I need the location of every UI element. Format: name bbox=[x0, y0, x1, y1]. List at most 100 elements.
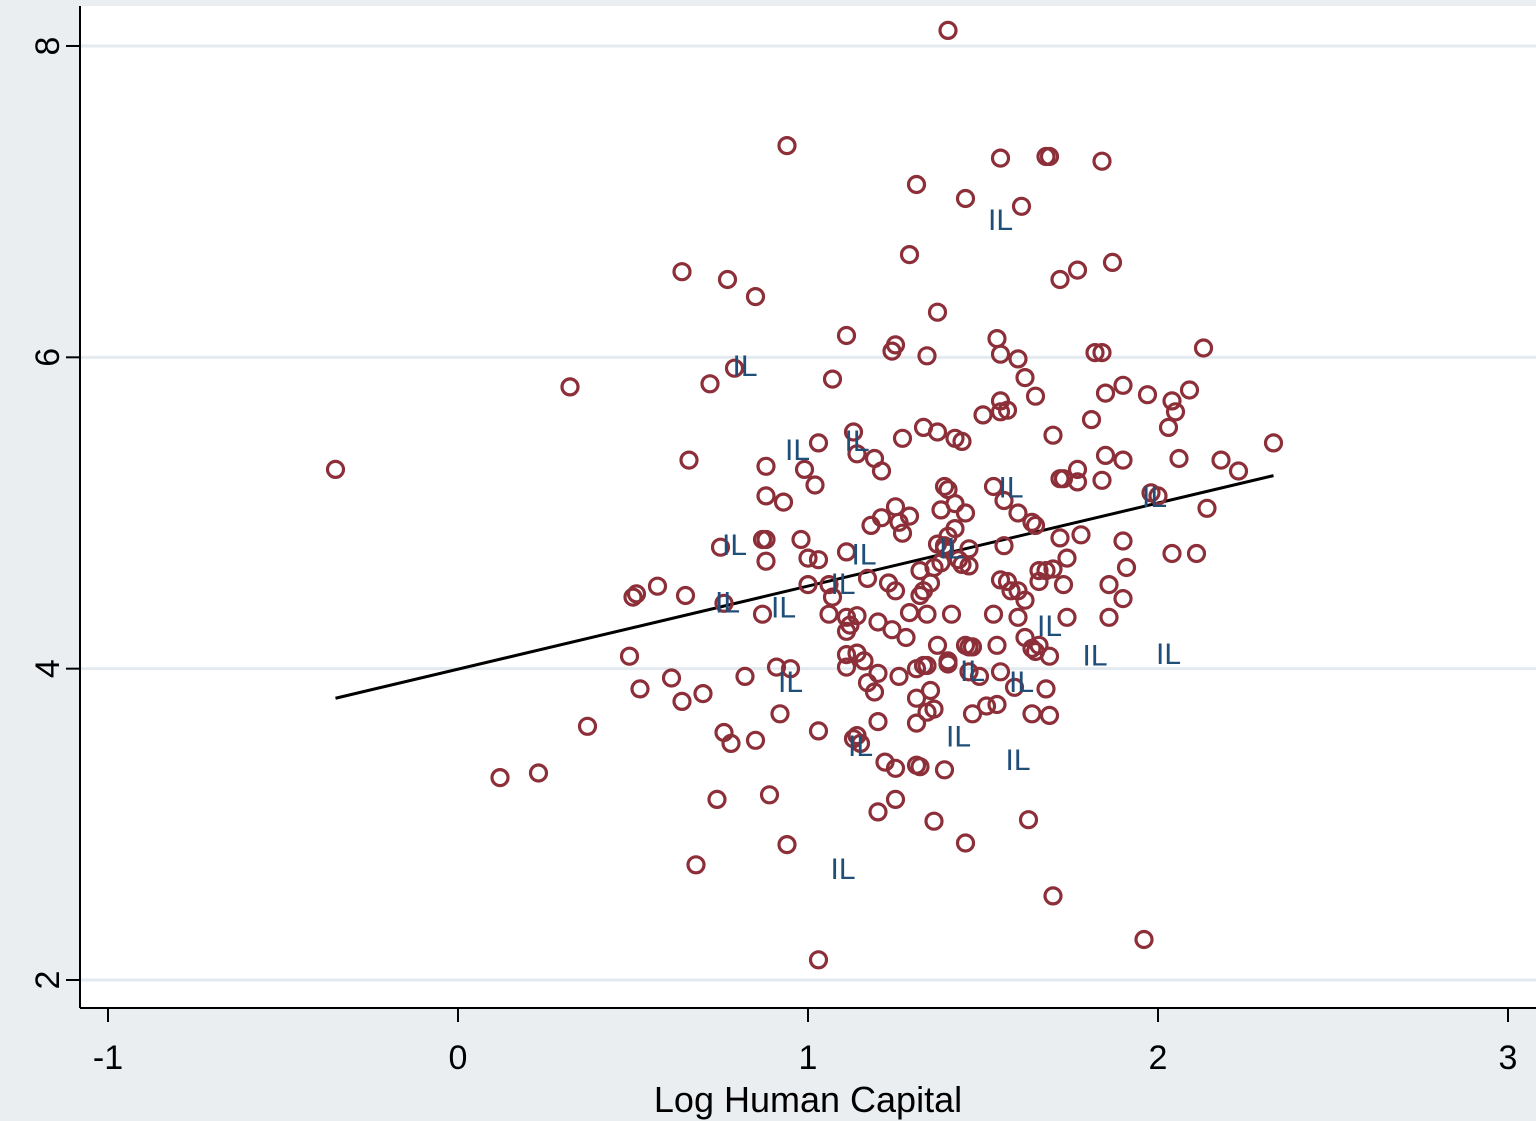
data-points bbox=[325, 20, 1284, 970]
data-point bbox=[924, 699, 944, 719]
data-point bbox=[1043, 559, 1063, 579]
data-point bbox=[707, 789, 727, 810]
point-label: IL bbox=[778, 666, 803, 699]
data-point bbox=[1095, 445, 1116, 465]
data-point bbox=[1001, 581, 1021, 601]
data-point bbox=[1263, 433, 1284, 453]
data-point bbox=[745, 287, 766, 307]
data-point bbox=[976, 696, 997, 716]
data-point bbox=[868, 612, 888, 632]
data-point bbox=[1029, 635, 1049, 655]
data-point bbox=[819, 574, 839, 595]
data-point bbox=[1043, 425, 1063, 445]
data-point bbox=[843, 422, 864, 442]
data-point bbox=[773, 492, 794, 512]
data-point bbox=[896, 627, 916, 648]
data-point bbox=[1228, 461, 1249, 481]
data-point bbox=[1113, 450, 1133, 470]
point-label: IL bbox=[785, 434, 810, 467]
point-label: IL bbox=[1037, 610, 1062, 643]
data-point bbox=[791, 529, 811, 550]
fit-line-group bbox=[335, 474, 1274, 700]
data-point bbox=[1179, 380, 1200, 400]
data-point bbox=[647, 576, 668, 596]
data-point bbox=[931, 553, 951, 573]
data-point bbox=[1029, 560, 1049, 581]
data-point bbox=[927, 422, 948, 442]
gridlines bbox=[80, 44, 1536, 982]
data-point bbox=[1022, 704, 1042, 724]
data-point bbox=[836, 542, 857, 562]
data-point bbox=[864, 682, 885, 702]
y-tick-label: 2 bbox=[29, 971, 67, 990]
data-point bbox=[1053, 574, 1074, 595]
data-point bbox=[721, 733, 741, 754]
data-point bbox=[808, 950, 829, 970]
data-point bbox=[1092, 343, 1112, 363]
point-label: IL bbox=[939, 532, 964, 565]
data-point bbox=[1067, 260, 1088, 280]
data-point bbox=[945, 494, 965, 514]
data-point bbox=[955, 503, 976, 523]
data-point bbox=[1162, 391, 1182, 411]
data-point bbox=[1102, 252, 1123, 272]
data-point bbox=[1039, 646, 1060, 666]
data-point bbox=[661, 668, 682, 688]
data-point bbox=[735, 666, 755, 687]
data-point bbox=[1099, 574, 1119, 595]
data-point bbox=[577, 716, 598, 736]
data-point bbox=[1137, 385, 1158, 405]
data-point bbox=[1193, 338, 1214, 358]
point-label: IL bbox=[830, 568, 855, 601]
data-point bbox=[871, 508, 892, 528]
data-point bbox=[759, 785, 780, 805]
data-point bbox=[1015, 368, 1035, 388]
point-label: IL bbox=[1005, 744, 1030, 777]
x-axis-title: Log Human Capital bbox=[654, 1079, 962, 1120]
y-tick-label: 8 bbox=[29, 37, 67, 56]
data-point bbox=[756, 529, 776, 550]
data-point bbox=[987, 694, 1007, 715]
x-tick-label: -1 bbox=[93, 1039, 123, 1077]
data-point bbox=[325, 459, 346, 479]
data-point bbox=[934, 760, 955, 780]
data-point bbox=[710, 537, 731, 557]
data-point bbox=[910, 757, 930, 777]
fit-line bbox=[335, 474, 1274, 700]
data-point bbox=[955, 188, 976, 209]
data-point bbox=[1050, 528, 1070, 548]
data-point bbox=[752, 604, 773, 624]
data-point bbox=[780, 659, 801, 679]
data-point bbox=[1043, 886, 1063, 906]
data-point bbox=[847, 606, 867, 626]
data-point bbox=[1039, 705, 1060, 726]
data-point bbox=[955, 833, 976, 853]
data-point bbox=[560, 377, 580, 397]
data-point bbox=[917, 346, 937, 366]
data-point bbox=[924, 811, 944, 831]
point-label: IL bbox=[851, 539, 876, 572]
data-point bbox=[917, 604, 937, 624]
data-point bbox=[528, 763, 549, 783]
data-point bbox=[854, 651, 874, 671]
data-point bbox=[868, 663, 888, 683]
data-point bbox=[1113, 531, 1133, 551]
data-point bbox=[1113, 375, 1133, 395]
data-point bbox=[1036, 679, 1056, 699]
data-point bbox=[1099, 607, 1119, 627]
data-point bbox=[679, 450, 699, 470]
data-point bbox=[619, 646, 640, 666]
point-label: IL bbox=[1009, 666, 1034, 699]
data-point bbox=[885, 789, 906, 810]
data-point bbox=[959, 662, 979, 682]
data-point bbox=[906, 174, 927, 195]
data-point bbox=[808, 550, 829, 570]
data-point bbox=[1008, 349, 1028, 369]
data-point bbox=[871, 461, 892, 481]
point-label: IL bbox=[715, 587, 740, 620]
point-label: IL bbox=[722, 529, 747, 562]
y-tick-label: 4 bbox=[29, 659, 67, 678]
data-point bbox=[808, 433, 829, 453]
data-point bbox=[724, 358, 745, 378]
data-point bbox=[766, 657, 787, 677]
